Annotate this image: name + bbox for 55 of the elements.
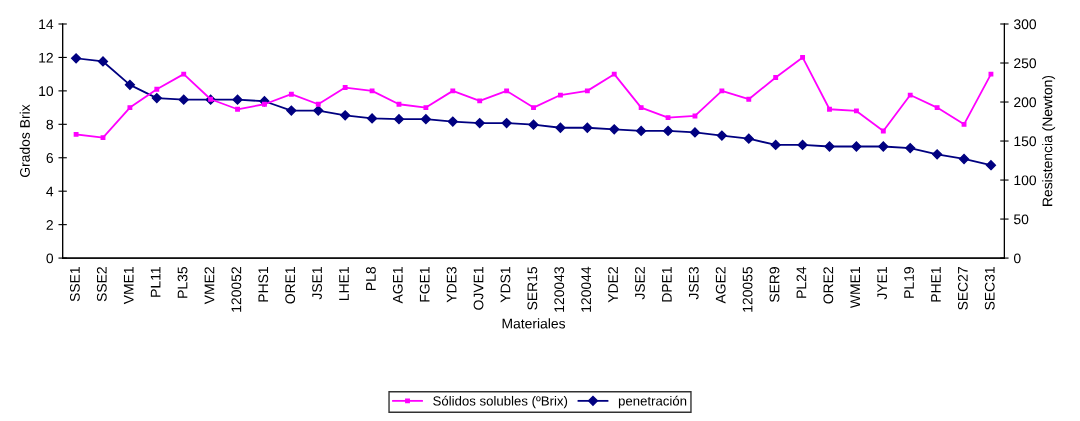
x-tick-label: ORE1	[285, 267, 296, 304]
y2-axis-title: Resistencia (Newton)	[1042, 75, 1056, 206]
x-tick-label: SSE1	[69, 267, 80, 302]
x-tick-label: LHE1	[339, 267, 349, 301]
x-tick-label: YDE3	[446, 267, 457, 303]
y2-tick-label: 50	[1013, 214, 1029, 225]
x-tick-label: OJVE1	[473, 267, 484, 310]
y2-tick-label: 300	[1013, 19, 1037, 30]
y2-tick-label: 0	[1013, 253, 1021, 264]
y-tick-label: 12	[39, 52, 53, 63]
x-tick-label: SER9	[769, 267, 780, 303]
x-tick-label: JSE2	[635, 267, 645, 300]
x-tick-label: SER15	[527, 266, 538, 310]
x-tick-label: YDE2	[608, 267, 618, 303]
y-tick-label: 2	[46, 219, 53, 230]
y-tick-label: 4	[46, 186, 54, 197]
x-tick-label: PL8	[365, 267, 376, 290]
y-tick-label: 0	[46, 253, 54, 264]
x-tick-label: DPE1	[662, 267, 672, 302]
x-tick-label: AGE2	[715, 267, 726, 304]
x-tick-label: 120044	[581, 266, 592, 312]
y-tick-label: 14	[39, 19, 54, 30]
y-tick-label: 10	[39, 86, 54, 97]
x-tick-label: JSE3	[688, 267, 699, 300]
x-tick-label: 120052	[231, 267, 242, 312]
y2-tick-label: 150	[1014, 136, 1037, 147]
x-tick-label: VME1	[123, 267, 134, 305]
x-tick-label: SEC31	[984, 267, 995, 310]
x-tick-label: FGE1	[419, 267, 430, 302]
x-tick-label: YDS1	[500, 267, 511, 303]
y2-tick-label: 100	[1014, 175, 1037, 186]
legend-label: Sólidos solubles (ºBrix)	[433, 395, 568, 409]
y2-tick-label: 200	[1014, 97, 1037, 108]
y-axis-title: Grados Brix	[19, 104, 30, 177]
x-tick-label: SSE2	[96, 267, 107, 302]
x-tick-label: SEC27	[957, 267, 968, 310]
x-tick-label: 120043	[554, 267, 565, 312]
x-tick-label: WME1	[850, 267, 860, 309]
legend-label: penetración	[618, 395, 687, 409]
x-tick-label: PL24	[796, 266, 807, 298]
x-axis-title: Materiales	[502, 318, 566, 329]
x-tick-label: ORE2	[823, 267, 834, 304]
x-tick-label: PHE1	[931, 267, 941, 302]
x-tick-label: JSE1	[312, 267, 322, 300]
x-tick-label: PL35	[177, 266, 188, 298]
y2-tick-label: 250	[1014, 58, 1037, 69]
x-tick-label: PL11	[150, 267, 161, 297]
x-tick-label: JYE1	[877, 267, 888, 300]
x-tick-label: 120055	[742, 266, 753, 312]
x-tick-label: VME2	[204, 267, 215, 305]
x-tick-label: PL19	[904, 267, 914, 298]
x-tick-label: PHS1	[258, 267, 269, 302]
x-tick-label: AGE1	[392, 267, 403, 304]
y-tick-label: 6	[46, 153, 53, 163]
y-tick-label: 8	[46, 119, 54, 130]
